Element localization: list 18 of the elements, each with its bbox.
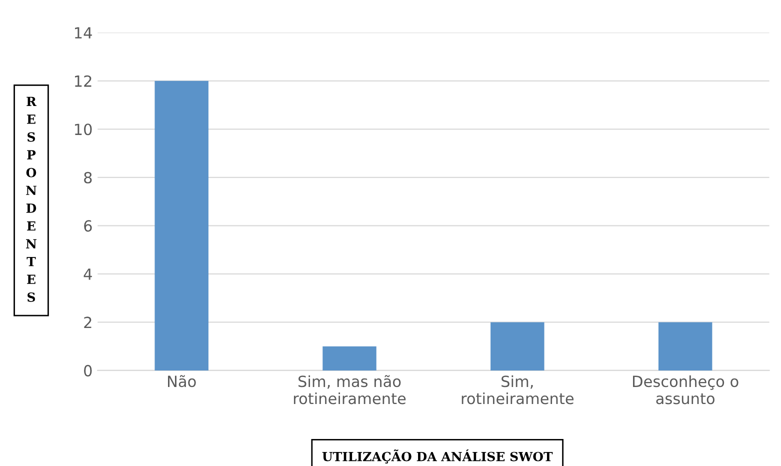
bar <box>490 322 544 370</box>
y-tick-label: 4 <box>84 268 92 280</box>
y-tick-label: 2 <box>84 316 92 328</box>
x-tick-label: Desconheço o assunto <box>633 375 738 404</box>
x-tick-label: Não <box>168 375 196 388</box>
x-axis-title: UTILIZAÇÃO DA ANÁLISE SWOT <box>322 450 553 464</box>
y-tick-label: 6 <box>84 220 92 232</box>
x-tick-label: Sim, rotineiramente <box>462 375 574 404</box>
y-tick-label: 8 <box>84 172 92 184</box>
y-tick-label: 10 <box>75 124 92 136</box>
bar <box>154 80 208 370</box>
x-tick-label: Sim, mas não rotineiramente <box>294 375 406 404</box>
y-tick-label: 12 <box>75 75 92 87</box>
bar <box>658 322 712 370</box>
text: RESPONDENTES <box>26 96 37 302</box>
bar <box>322 346 376 370</box>
y-tick-label: 14 <box>75 27 92 38</box>
y-tick-label: 0 <box>84 364 92 376</box>
